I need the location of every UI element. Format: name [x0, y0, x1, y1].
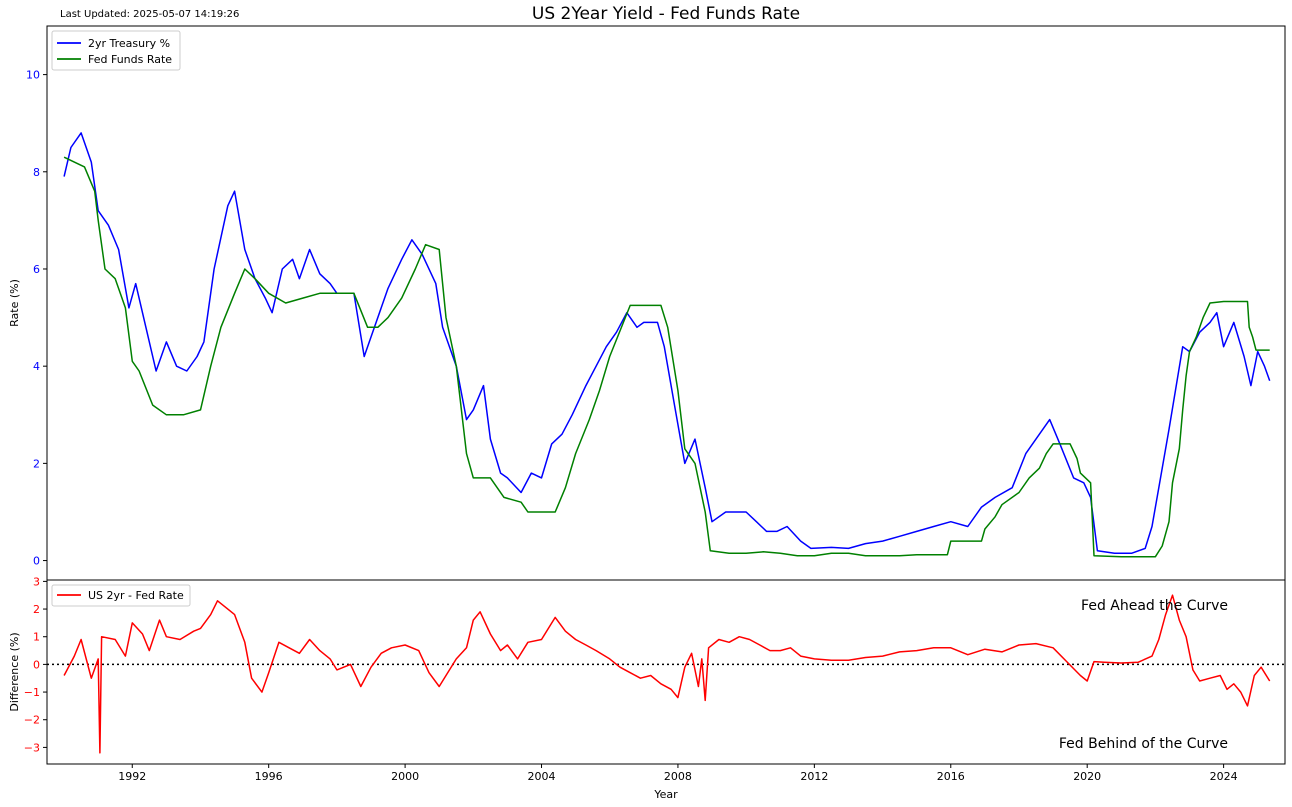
top-y-tick-label: 6: [33, 263, 40, 276]
top-y-tick-label: 4: [33, 360, 40, 373]
bottom-legend: US 2yr - Fed Rate: [51, 584, 191, 607]
x-tick-label: 2020: [1073, 770, 1101, 783]
bottom-y-tick-label: 0: [33, 658, 40, 671]
top-plot-lines: [63, 132, 1271, 558]
legend-label-diff: US 2yr - Fed Rate: [88, 589, 184, 602]
x-tick-label: 1996: [255, 770, 283, 783]
top-y-tick-label: 8: [33, 166, 40, 179]
x-tick-label: 2008: [664, 770, 692, 783]
x-tick-label: 2012: [800, 770, 828, 783]
treasury-2yr-line: [63, 132, 1271, 555]
x-axis: 1992 1996 2000 2004 2008 2012 2016 2020 2024: [118, 764, 1238, 783]
bottom-y-tick-label: −2: [24, 714, 40, 727]
legend-label-treasury: 2yr Treasury %: [88, 37, 170, 50]
bottom-y-tick-label: −3: [24, 741, 40, 754]
bottom-y-axis-label: Difference (%): [8, 632, 21, 711]
top-y-tick-label: 0: [33, 555, 40, 568]
chart-title: US 2Year Yield - Fed Funds Rate: [531, 4, 801, 24]
bottom-y-tick-label: 2: [33, 603, 40, 616]
top-legend-box: [51, 30, 181, 71]
bottom-y-tick-label: 3: [33, 575, 40, 588]
top-plot-frame: [46, 25, 1286, 581]
top-y-tick-label: 10: [26, 69, 40, 82]
annotation-fed-ahead: Fed Ahead the Curve: [1081, 598, 1228, 614]
top-y-axis: 0 2 4 6 8 10: [26, 69, 47, 568]
top-legend: 2yr Treasury % Fed Funds Rate: [51, 30, 181, 71]
bottom-legend-box: [51, 584, 191, 607]
x-tick-label: 2000: [391, 770, 419, 783]
bottom-y-tick-label: 1: [33, 631, 40, 644]
x-tick-label: 2024: [1210, 770, 1238, 783]
x-tick-label: 2016: [937, 770, 965, 783]
legend-label-fed: Fed Funds Rate: [88, 53, 172, 66]
annotation-fed-behind: Fed Behind of the Curve: [1059, 736, 1228, 752]
fed-funds-line: [63, 156, 1270, 558]
bottom-plot-lines: [47, 594, 1285, 754]
bottom-y-axis: −3 −2 −1 0 1 2 3: [24, 575, 47, 754]
x-tick-label: 2004: [528, 770, 556, 783]
difference-line: [63, 594, 1271, 754]
x-tick-label: 1992: [118, 770, 146, 783]
bottom-plot-frame: [46, 579, 1286, 765]
last-updated-text: Last Updated: 2025-05-07 14:19:26: [60, 9, 240, 20]
top-y-axis-label: Rate (%): [8, 279, 21, 327]
top-y-tick-label: 2: [33, 457, 40, 470]
x-axis-label: Year: [653, 788, 678, 801]
bottom-y-tick-label: −1: [24, 686, 40, 699]
